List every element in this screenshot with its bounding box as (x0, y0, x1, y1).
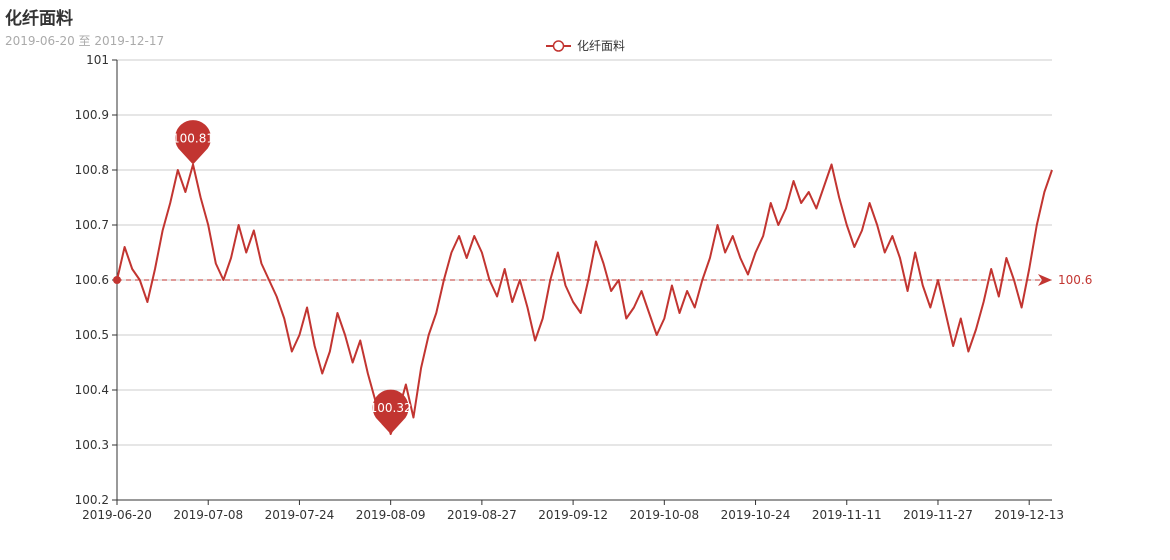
average-mark-line: 100.6 (113, 273, 1092, 287)
legend[interactable]: 化纤面料 (546, 39, 625, 53)
y-tick-label: 100.6 (75, 273, 109, 287)
chart-title: 化纤面料 (5, 9, 73, 29)
y-tick-label: 100.9 (75, 108, 109, 122)
x-tick-label: 2019-10-08 (629, 508, 699, 522)
pin-marker-icon (175, 120, 212, 165)
mark-line-label: 100.6 (1058, 273, 1092, 287)
y-axis: 100.2 100.3 100.4 100.5 100.6 100.7 100.8 100.9… (75, 53, 118, 507)
mark-line-arrow-icon (1038, 274, 1052, 286)
y-tick-label: 100.2 (75, 493, 109, 507)
x-axis: 2019-06-20 2019-07-08 2019-07-24 2019-08-09… (82, 499, 1064, 522)
y-tick-label: 100.8 (75, 163, 109, 177)
mark-line-start-dot (113, 276, 121, 284)
x-tick-label: 2019-07-24 (265, 508, 335, 522)
mark-points: 100.81 100.32 (172, 120, 412, 434)
y-tick-label: 100.4 (75, 383, 109, 397)
mark-point-label: 100.81 (172, 132, 214, 146)
y-tick-label: 100.5 (75, 328, 109, 342)
legend-label: 化纤面料 (577, 39, 625, 53)
x-tick-label: 2019-11-27 (903, 508, 973, 522)
series-layer (116, 163, 1053, 435)
x-tick-label: 2019-12-13 (994, 508, 1064, 522)
x-tick-label: 2019-09-12 (538, 508, 608, 522)
legend-circle-icon (552, 40, 565, 52)
min-mark-point[interactable]: 100.32 (370, 389, 412, 434)
mark-point-label: 100.32 (370, 401, 412, 415)
max-mark-point[interactable]: 100.81 (172, 120, 214, 165)
x-tick-label: 2019-10-24 (721, 508, 791, 522)
x-tick-label: 2019-11-11 (812, 508, 882, 522)
y-tick-label: 100.3 (75, 438, 109, 452)
x-tick-label: 2019-08-09 (356, 508, 426, 522)
y-tick-label: 101 (86, 53, 109, 67)
pin-marker-icon (372, 389, 409, 434)
x-tick-label: 2019-06-20 (82, 508, 152, 522)
series-line[interactable] (116, 163, 1053, 435)
x-tick-label: 2019-08-27 (447, 508, 517, 522)
grid-lines (117, 59, 1052, 446)
chart-subtitle: 2019-06-20 至 2019-12-17 (5, 34, 165, 48)
y-tick-label: 100.7 (75, 218, 109, 232)
x-tick-label: 2019-07-08 (173, 508, 243, 522)
